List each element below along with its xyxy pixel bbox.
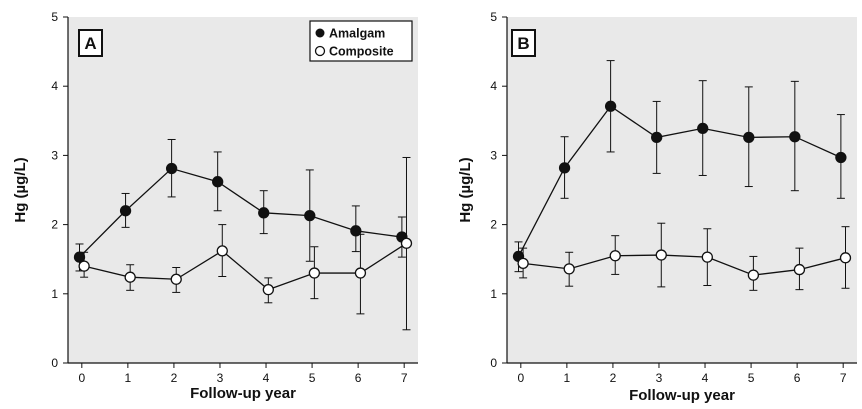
- point-composite-b: [563, 263, 575, 275]
- point-composite-b: [747, 269, 760, 281]
- legend: Amalgam Composite: [309, 20, 413, 62]
- x-tick-label-a: 4: [263, 371, 270, 385]
- x-tick-label-b: 1: [564, 371, 571, 385]
- x-tick-label-b: 3: [656, 371, 663, 385]
- point-composite-a: [170, 273, 182, 285]
- y-tick-label-a: 1: [51, 287, 58, 301]
- point-composite-b: [517, 257, 529, 270]
- point-composite-a: [124, 271, 136, 283]
- point-amalgam-b: [604, 100, 617, 112]
- x-tick-label-a: 0: [78, 371, 85, 385]
- x-tick-label-b: 5: [748, 371, 755, 385]
- panel-a: 0 1 2 3 4 5 0 1 2 3 4 5 6 7 A Follow-up year Hg (µg/L…: [12, 10, 418, 402]
- y-tick-label-b: 4: [490, 79, 497, 93]
- x-tick-label-a: 3: [217, 371, 224, 385]
- x-tick-label-a: 7: [401, 371, 408, 385]
- panel-label-box-a: [78, 29, 103, 57]
- point-composite-b: [655, 249, 667, 261]
- y-tick-label-a: 3: [51, 148, 58, 162]
- panel-label-a: A: [84, 34, 96, 53]
- series-line-amalgam-b: [517, 105, 842, 257]
- legend-composite-marker: [314, 45, 326, 57]
- point-composite-a: [354, 267, 367, 279]
- series-line-composite-b: [523, 254, 846, 276]
- point-composite-b: [609, 250, 621, 262]
- y-tick-label-b: 2: [490, 218, 497, 232]
- panel-b: 0 1 2 3 4 5 0 1 2 3 4 5 6 7 B Follow-up year Hg (µg/L…: [457, 10, 857, 404]
- plot-area-b: [507, 17, 857, 363]
- legend-amalgam-label: Amalgam: [329, 27, 385, 41]
- x-tick-label-a: 5: [309, 371, 316, 385]
- x-tick-label-b: 4: [702, 371, 709, 385]
- point-amalgam-b: [743, 131, 755, 144]
- x-tick-label-a: 1: [125, 371, 132, 385]
- series-amalgam-b: [512, 60, 847, 273]
- legend-amalgam-marker: [315, 28, 325, 38]
- tick-labels-b: 0 1 2 3 4 5 0 1 2 3 4 5 6 7: [490, 10, 847, 385]
- x-axis-title-b: Follow-up year: [629, 387, 735, 404]
- panel-label-box-b: [511, 29, 536, 57]
- point-amalgam-b: [789, 131, 801, 143]
- point-amalgam-b: [651, 131, 663, 144]
- y-tick-label-a: 4: [51, 79, 58, 93]
- y-tick-label-a: 5: [51, 10, 58, 24]
- series-line-amalgam-a: [79, 167, 402, 258]
- x-tick-label-b: 6: [794, 371, 801, 385]
- point-amalgam-b: [697, 122, 709, 135]
- x-tick-label-b: 7: [840, 371, 847, 385]
- plot-area-a: [68, 17, 418, 363]
- point-amalgam-a: [119, 205, 132, 217]
- panel-label-b: B: [517, 34, 529, 53]
- y-tick-label-b: 5: [490, 10, 497, 24]
- series-line-composite-a: [83, 242, 407, 291]
- axes-a: [63, 16, 418, 368]
- y-tick-label-b: 3: [490, 148, 497, 162]
- legend-box: [309, 20, 413, 62]
- point-composite-a: [78, 260, 90, 272]
- x-tick-label-b: 0: [517, 371, 524, 385]
- axes-b: [502, 16, 857, 368]
- y-tick-label-a: 0: [51, 356, 58, 370]
- point-amalgam-b: [558, 162, 571, 174]
- series-composite-a: [78, 156, 413, 331]
- point-amalgam-a: [212, 176, 224, 188]
- point-composite-a: [400, 237, 413, 249]
- x-tick-label-b: 2: [610, 371, 617, 385]
- point-composite-b: [701, 251, 713, 263]
- series-composite-b: [517, 222, 852, 291]
- point-amalgam-a: [350, 225, 362, 237]
- point-composite-a: [216, 245, 228, 257]
- y-axis-title-b: Hg (µg/L): [457, 157, 474, 222]
- tick-labels-a: 0 1 2 3 4 5 0 1 2 3 4 5 6 7: [51, 10, 408, 385]
- x-axis-title-a: Follow-up year: [190, 385, 296, 402]
- point-composite-a: [262, 283, 274, 296]
- x-tick-label-a: 6: [355, 371, 362, 385]
- point-amalgam-a: [304, 209, 316, 222]
- x-tick-label-a: 2: [171, 371, 178, 385]
- y-tick-label-b: 0: [490, 356, 497, 370]
- y-tick-label-a: 2: [51, 218, 58, 232]
- point-amalgam-a: [258, 207, 270, 219]
- series-amalgam-a: [73, 138, 408, 272]
- point-composite-b: [793, 263, 806, 276]
- y-tick-label-b: 1: [490, 287, 497, 301]
- y-axis-title-a: Hg (µg/L): [12, 157, 29, 222]
- point-composite-b: [839, 252, 852, 264]
- legend-composite-label: Composite: [329, 45, 394, 59]
- point-composite-a: [308, 267, 321, 279]
- point-amalgam-a: [165, 162, 178, 175]
- point-amalgam-b: [835, 151, 847, 164]
